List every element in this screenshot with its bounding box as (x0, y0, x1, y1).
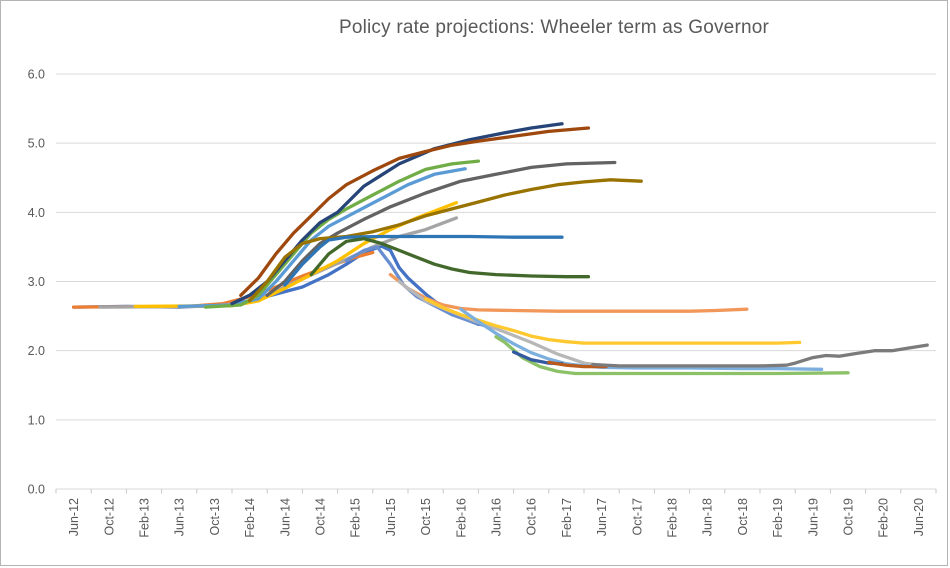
y-axis-tick-label: 1.0 (28, 413, 45, 427)
x-axis-tick-label: Oct-14 (314, 498, 328, 536)
series-line-projection-vintage-10 (247, 178, 643, 303)
x-axis-tick-label: Feb-14 (243, 498, 257, 538)
x-axis-tick-label: Feb-13 (138, 498, 152, 538)
x-axis-tick-label: Jun-13 (173, 498, 187, 536)
x-axis-tick-label: Oct-12 (102, 498, 116, 536)
series-line-projection-vintage-06 (203, 159, 481, 309)
x-axis-tick-label: Feb-16 (454, 498, 468, 538)
x-axis-tick-label: Feb-20 (877, 498, 891, 538)
series-line-projection-vintage-16 (423, 297, 802, 345)
x-axis-tick-label: Oct-17 (630, 498, 644, 536)
y-axis-tick-label: 0.0 (28, 483, 45, 497)
series-line-projection-vintage-20 (547, 360, 608, 369)
y-axis-tick-label: 2.0 (28, 344, 45, 358)
x-axis-tick-label: Feb-19 (771, 498, 785, 538)
y-axis-tick-label: 4.0 (28, 206, 45, 220)
series-line-projection-vintage-14 (388, 272, 749, 313)
y-axis-tick-label: 6.0 (28, 68, 45, 82)
x-axis-tick-label: Jun-12 (67, 498, 81, 536)
chart-title: Policy rate projections: Wheeler term as… (338, 17, 770, 38)
y-axis-tick-label: 3.0 (28, 275, 45, 289)
x-axis-tick-label: Jun-15 (384, 498, 398, 536)
x-axis-tick-label: Feb-18 (666, 498, 680, 538)
x-axis-tick-label: Jun-18 (701, 498, 715, 536)
x-axis-tick-label: Jun-19 (806, 498, 820, 536)
series-line-projection-vintage-11 (283, 234, 564, 287)
series-line-projection-vintage-15 (397, 279, 608, 368)
series-line-projection-vintage-05 (177, 167, 467, 309)
series-line-projection-vintage-21 (591, 343, 929, 368)
x-axis-tick-label: Feb-17 (560, 498, 574, 538)
x-axis-tick-label: Oct-18 (736, 498, 750, 536)
x-axis-tick-label: Oct-15 (419, 498, 433, 536)
x-axis-tick-label: Jun-17 (595, 498, 609, 536)
series-line-projection-vintage-02 (71, 250, 375, 309)
x-axis-tick-label: Jun-20 (912, 498, 926, 536)
series-line-projection-vintage-12 (309, 236, 591, 279)
x-axis-tick-label: Jun-16 (490, 498, 504, 536)
x-axis-tick-label: Feb-15 (349, 498, 363, 538)
series-line-projection-vintage-09 (265, 160, 617, 297)
x-axis-tick-label: Oct-13 (208, 498, 222, 536)
y-axis-tick-label: 5.0 (28, 137, 45, 151)
series-line-projection-vintage-17 (459, 307, 824, 371)
x-axis-tick-label: Jun-14 (278, 498, 292, 536)
series-line-projection-vintage-08 (239, 126, 591, 297)
x-axis-tick-label: Oct-16 (525, 498, 539, 536)
x-axis-tick-label: Oct-19 (842, 498, 856, 536)
